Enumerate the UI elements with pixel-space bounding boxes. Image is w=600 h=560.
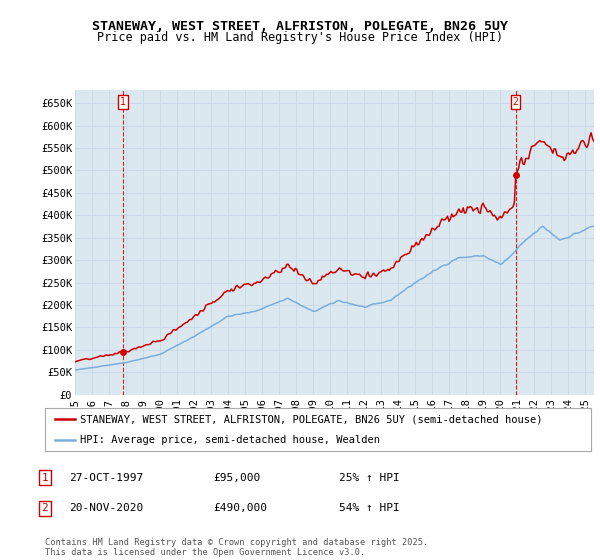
Text: 25% ↑ HPI: 25% ↑ HPI (339, 473, 400, 483)
Text: Contains HM Land Registry data © Crown copyright and database right 2025.
This d: Contains HM Land Registry data © Crown c… (45, 538, 428, 557)
Text: £490,000: £490,000 (213, 503, 267, 514)
Text: £95,000: £95,000 (213, 473, 260, 483)
Text: HPI: Average price, semi-detached house, Wealden: HPI: Average price, semi-detached house,… (80, 435, 380, 445)
Text: 2: 2 (41, 503, 49, 514)
Text: STANEWAY, WEST STREET, ALFRISTON, POLEGATE, BN26 5UY (semi-detached house): STANEWAY, WEST STREET, ALFRISTON, POLEGA… (80, 414, 543, 424)
Text: 1: 1 (120, 97, 126, 107)
Text: 2: 2 (512, 97, 518, 107)
Text: STANEWAY, WEST STREET, ALFRISTON, POLEGATE, BN26 5UY: STANEWAY, WEST STREET, ALFRISTON, POLEGA… (92, 20, 508, 32)
Text: 27-OCT-1997: 27-OCT-1997 (69, 473, 143, 483)
Text: Price paid vs. HM Land Registry's House Price Index (HPI): Price paid vs. HM Land Registry's House … (97, 31, 503, 44)
Text: 1: 1 (41, 473, 49, 483)
Text: 54% ↑ HPI: 54% ↑ HPI (339, 503, 400, 514)
Text: 20-NOV-2020: 20-NOV-2020 (69, 503, 143, 514)
